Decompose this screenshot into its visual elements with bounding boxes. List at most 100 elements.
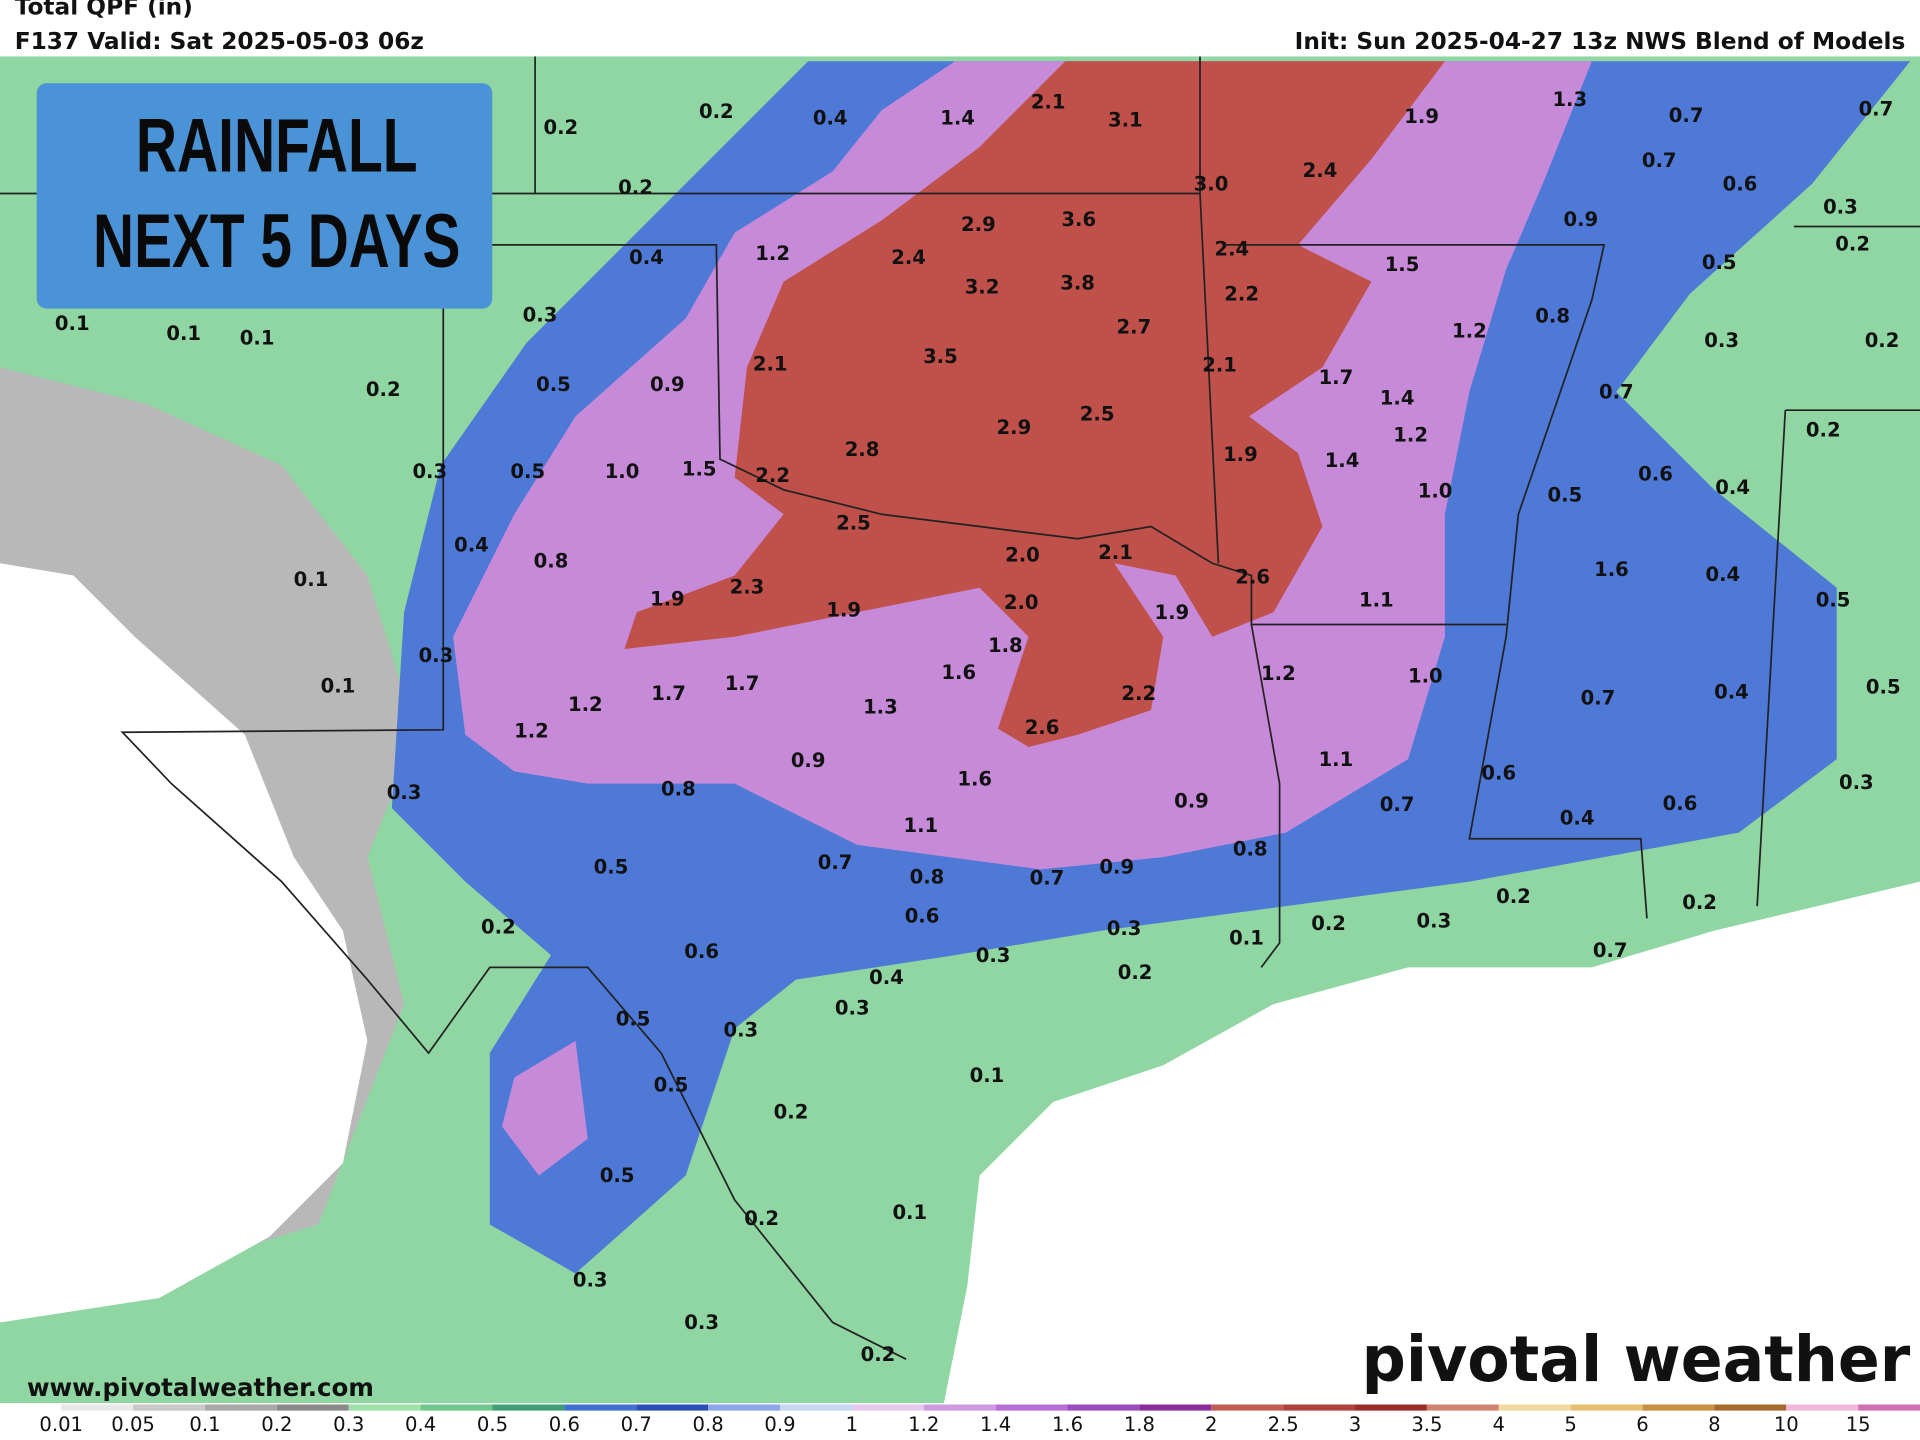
value-label: 0.5 [616,1008,651,1031]
precip-field [0,56,1920,1409]
value-label: 2.5 [836,512,871,535]
value-label: 0.4 [1706,563,1741,586]
legend-swatch [923,1404,996,1411]
value-label: 0.6 [1723,172,1758,195]
value-label: 1.4 [1380,387,1415,410]
value-label: 0.1 [892,1201,927,1224]
legend-swatch [420,1404,493,1411]
value-label: 0.6 [1638,463,1673,486]
legend-tick-label: 0.01 [39,1413,83,1436]
legend-swatch [1858,1404,1920,1411]
value-label: 0.5 [654,1074,689,1097]
valid-time: F137 Valid: Sat 2025-05-03 06z [15,28,424,55]
value-label: 2.7 [1117,316,1152,339]
value-label: 0.6 [905,905,940,928]
legend-tick-label: 0.05 [111,1413,155,1436]
legend-tick-label: 1.2 [908,1413,939,1436]
legend-swatch [1355,1404,1427,1411]
value-label: 2.0 [1004,591,1039,614]
value-label: 0.2 [1118,961,1153,984]
value-label: 1.9 [650,588,685,611]
value-label: 0.5 [1548,483,1583,506]
value-label: 0.3 [976,944,1011,967]
legend-tick-label: 4 [1493,1413,1505,1436]
legend-swatch [61,1404,134,1411]
value-label: 2.1 [753,352,788,375]
value-label: 2.9 [961,213,996,236]
value-label: 1.3 [1552,88,1587,111]
value-label: 0.5 [1866,676,1901,699]
value-label: 1.0 [605,460,640,483]
value-label: 2.5 [1080,403,1115,426]
value-label: 1.2 [1393,423,1428,446]
legend-swatch [780,1404,852,1411]
value-label: 0.5 [536,373,571,396]
value-labels: 0.2 0.2 0.4 1.4 2.1 3.1 1.9 1.3 0.7 0.7 0.2 3.0 2.4 0… [55,88,1901,1366]
legend-swatch [1426,1404,1499,1411]
value-label: 0.1 [1229,927,1264,950]
value-label: 0.3 [684,1311,719,1334]
legend-swatch [1211,1404,1284,1411]
value-label: 1.2 [568,693,603,716]
brand-logo: pivotal weather [1362,1323,1911,1397]
legend-swatch [564,1404,637,1411]
legend-tick-label: 1.6 [1052,1413,1083,1436]
value-label: 1.4 [1325,449,1360,472]
legend-tick-label: 1.4 [980,1413,1011,1436]
value-label: 2.1 [1098,541,1133,564]
value-label: 0.8 [661,777,696,800]
value-label: 0.3 [1417,910,1452,933]
value-label: 2.1 [1202,354,1237,377]
value-label: 2.2 [1224,283,1259,306]
legend-tick-label: 10 [1774,1413,1799,1436]
value-label: 1.0 [1418,480,1453,503]
value-label: 1.1 [1319,748,1354,771]
value-label: 0.4 [813,106,848,129]
value-label: 0.7 [1599,381,1634,404]
value-label: 0.2 [744,1207,779,1230]
value-label: 2.4 [1303,159,1338,182]
value-label: 0.8 [1233,837,1268,860]
value-label: 2.1 [1031,90,1066,113]
value-label: 0.3 [1839,771,1874,794]
legend-swatch [995,1404,1068,1411]
legend-tick-label: 3.5 [1411,1413,1442,1436]
value-label: 1.9 [1154,601,1189,624]
gulf [942,881,1920,1409]
value-label: 0.3 [835,996,870,1019]
value-label: 0.3 [723,1019,758,1042]
value-label: 0.2 [481,916,516,939]
value-label: 0.7 [1380,793,1415,816]
legend-tick-label: 2 [1205,1413,1217,1436]
value-label: 0.4 [1714,681,1749,704]
value-label: 0.5 [510,460,545,483]
value-label: 0.5 [1702,251,1737,274]
value-label: 0.2 [366,378,401,401]
legend-swatch [1283,1404,1356,1411]
value-label: 1.5 [1385,253,1420,276]
legend-swatch [1498,1404,1571,1411]
legend-swatch [1067,1404,1140,1411]
value-label: 1.9 [1223,443,1258,466]
value-label: 0.3 [1704,329,1739,352]
value-label: 1.3 [863,695,898,718]
map-title: Total QPF (in) [15,0,193,21]
badge [36,83,493,309]
value-label: 1.2 [1261,662,1296,685]
legend-tick-label: 5 [1564,1413,1576,1436]
value-label: 1.1 [903,814,938,837]
legend-swatch [133,1404,205,1411]
value-label: 0.4 [454,534,489,557]
value-label: 1.2 [514,720,549,743]
site-url: www.pivotalweather.com [27,1373,374,1402]
legend-swatch [492,1404,565,1411]
value-label: 1.6 [957,768,992,791]
value-label: 0.3 [387,781,422,804]
legend-tick-label: 0.7 [621,1413,652,1436]
value-label: 0.2 [1682,891,1717,914]
value-label: 0.7 [1030,867,1065,890]
value-label: 0.2 [774,1101,809,1124]
legend-tick-label: 2.5 [1268,1413,1299,1436]
legend-swatch [1786,1404,1859,1411]
